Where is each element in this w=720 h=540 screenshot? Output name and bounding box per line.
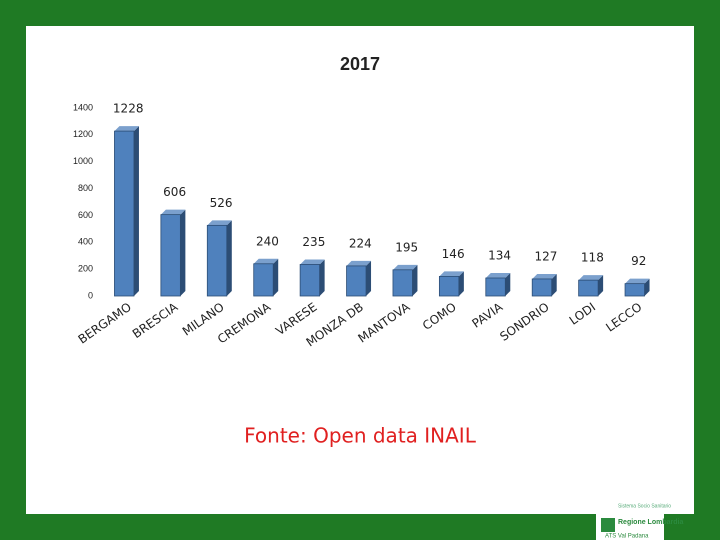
value-label: 1228	[113, 102, 144, 116]
bar-top	[207, 220, 232, 226]
bar-side	[226, 220, 232, 296]
logo: Sistema Socio Sanitario Regione Lombardi…	[596, 503, 683, 540]
value-label: 92	[631, 254, 646, 268]
bar-side	[133, 126, 139, 297]
value-label: 118	[581, 251, 604, 265]
bar-top	[485, 273, 511, 279]
bar	[346, 265, 367, 297]
source-note: Fonte: Open data INAIL	[244, 424, 477, 448]
bar-side	[180, 209, 186, 296]
bar	[392, 269, 413, 297]
bar-top	[439, 271, 464, 277]
value-label: 235	[302, 235, 325, 249]
y-tick-label: 200	[78, 264, 93, 274]
logo-icon	[601, 518, 615, 532]
bar	[206, 224, 228, 297]
bar	[253, 263, 274, 297]
bar-top	[346, 260, 372, 266]
bar-top	[160, 209, 186, 215]
bar-side	[644, 278, 650, 296]
y-tick-label: 800	[78, 183, 93, 193]
bar-top	[114, 126, 139, 132]
bar-side	[598, 275, 604, 296]
bar	[160, 214, 181, 297]
value-label: 146	[442, 247, 465, 261]
bar	[531, 278, 553, 297]
y-tick-label: 600	[78, 210, 93, 220]
y-tick-label: 400	[78, 237, 93, 247]
y-tick-label: 1200	[73, 129, 93, 139]
value-label: 240	[256, 234, 279, 248]
bar-side	[366, 260, 372, 296]
value-label: 127	[535, 249, 558, 263]
bar-top	[300, 259, 325, 265]
y-tick-label: 0	[88, 290, 93, 300]
bar-side	[273, 258, 279, 296]
bar-top	[625, 278, 650, 284]
bar-side	[319, 259, 325, 296]
value-label: 195	[395, 240, 418, 254]
logo-line1: Sistema Socio Sanitario	[618, 503, 671, 509]
bar	[438, 275, 460, 297]
bar-top	[578, 275, 604, 281]
logo-line2: Regione Lombardia	[618, 519, 683, 526]
bar-top	[532, 273, 557, 279]
value-label: 134	[488, 249, 511, 263]
y-tick-label: 1000	[73, 156, 93, 166]
bar-side	[412, 264, 418, 296]
bar	[485, 277, 506, 297]
bar-side	[551, 273, 557, 296]
bar-top	[392, 264, 418, 270]
bar-side	[505, 273, 511, 296]
value-label: 606	[163, 185, 186, 199]
chart-title: 2017	[340, 54, 380, 74]
bar	[624, 283, 645, 297]
bar	[578, 279, 599, 297]
bar-side	[458, 271, 464, 296]
bar	[299, 264, 321, 297]
value-label: 526	[210, 196, 233, 210]
bar-top	[253, 258, 279, 264]
bar	[114, 130, 135, 297]
logo-line3: ATS Val Padana	[605, 534, 649, 540]
y-tick-label: 1400	[73, 102, 93, 112]
value-label: 224	[349, 236, 372, 250]
